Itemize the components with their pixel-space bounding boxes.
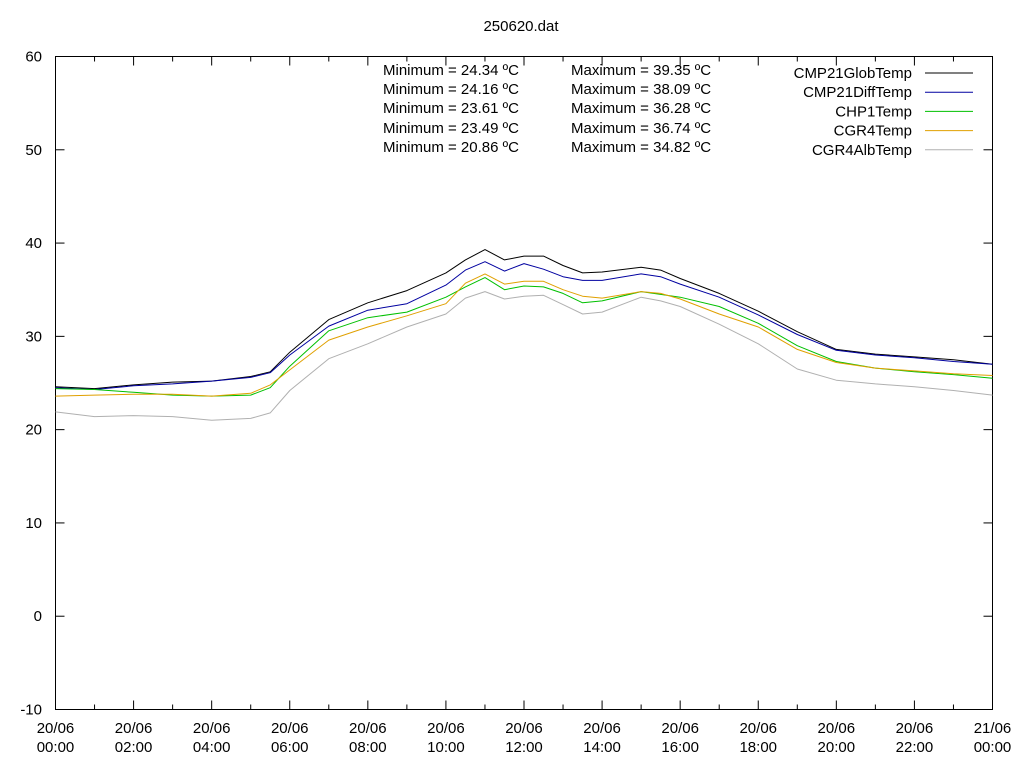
stat-min-2: Minimum = 24.16 ºC (383, 81, 519, 98)
y-tick-label: 10 (25, 515, 42, 532)
stat-min-5: Minimum = 20.86 ºC (383, 139, 519, 156)
x-tick-date: 21/06 (974, 720, 1012, 737)
y-tick-label: 60 (25, 49, 42, 66)
x-tick-time: 06:00 (271, 739, 309, 756)
x-tick-time: 10:00 (427, 739, 465, 756)
stat-max-2: Maximum = 38.09 ºC (571, 81, 711, 98)
x-tick-time: 16:00 (661, 739, 699, 756)
legend-label: CGR4Temp (834, 123, 912, 140)
stat-max-1: Maximum = 39.35 ºC (571, 62, 711, 79)
y-tick-label: 30 (25, 328, 42, 345)
x-tick-date: 20/06 (37, 720, 75, 737)
x-tick-time: 18:00 (739, 739, 777, 756)
stat-max-5: Maximum = 34.82 ºC (571, 139, 711, 156)
legend-label: CHP1Temp (835, 103, 912, 120)
stat-min-4: Minimum = 23.49 ºC (383, 120, 519, 137)
series-line-CHP1Temp (55, 277, 993, 397)
x-tick-time: 00:00 (974, 739, 1012, 756)
stats-block: Minimum = 24.34 ºC Maximum = 39.35 ºC Mi… (383, 62, 711, 156)
x-tick-date: 20/06 (896, 720, 934, 737)
series-line-CMP21GlobTemp (55, 249, 993, 390)
legend: CMP21GlobTemp CMP21DiffTemp CHP1Temp CGR4Te… (794, 65, 973, 159)
x-tick-date: 20/06 (115, 720, 153, 737)
x-tick-time: 12:00 (505, 739, 543, 756)
x-tick-date: 20/06 (427, 720, 465, 737)
y-tick-label: 40 (25, 235, 42, 252)
x-tick-time: 08:00 (349, 739, 387, 756)
y-tick-label: 0 (34, 608, 42, 625)
legend-label: CMP21DiffTemp (803, 84, 912, 101)
stat-min-1: Minimum = 24.34 ºC (383, 62, 519, 79)
x-tick-date: 20/06 (349, 720, 387, 737)
series-line-CGR4Temp (55, 273, 993, 397)
stat-min-3: Minimum = 23.61 ºC (383, 100, 519, 117)
legend-label: CMP21GlobTemp (794, 65, 912, 82)
x-tick-date: 20/06 (661, 720, 699, 737)
stat-max-3: Maximum = 36.28 ºC (571, 100, 711, 117)
x-tick-date: 20/06 (818, 720, 856, 737)
x-tick-time: 22:00 (896, 739, 934, 756)
x-tick-time: 04:00 (193, 739, 231, 756)
x-tick-time: 14:00 (583, 739, 621, 756)
y-tick-label: 50 (25, 142, 42, 159)
stat-max-4: Maximum = 36.74 ºC (571, 120, 711, 137)
x-tick-time: 00:00 (37, 739, 75, 756)
chart-title: 250620.dat (483, 18, 559, 35)
series-line-CGR4AlbTemp (55, 291, 993, 421)
series-lines (55, 249, 993, 421)
series-line-CMP21DiffTemp (55, 261, 993, 390)
x-tick-time: 20:00 (818, 739, 856, 756)
x-tick-date: 20/06 (193, 720, 231, 737)
x-tick-date: 20/06 (505, 720, 543, 737)
x-tick-date: 20/06 (583, 720, 621, 737)
x-tick-date: 20/06 (271, 720, 309, 737)
y-tick-label: -10 (20, 702, 42, 719)
x-tick-date: 20/06 (739, 720, 777, 737)
axes: -10 0 10 20 30 40 50 60 20/06 00:00 20/06 02:00 20/0… (20, 49, 1011, 757)
y-tick-label: 20 (25, 422, 42, 439)
legend-label: CGR4AlbTemp (812, 142, 912, 159)
x-tick-time: 02:00 (115, 739, 153, 756)
